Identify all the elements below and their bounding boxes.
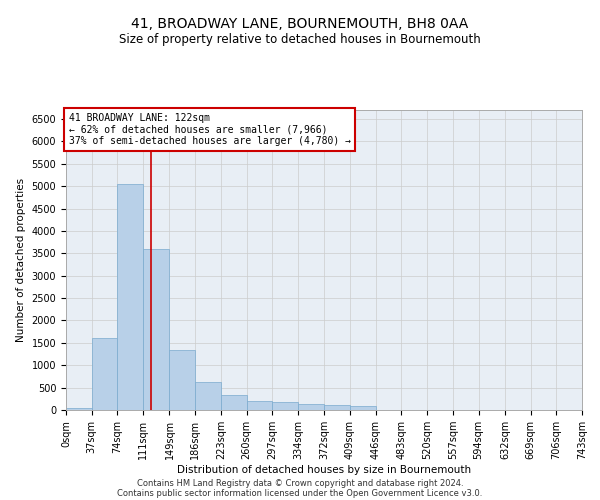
Bar [350,406,376,410]
Text: Size of property relative to detached houses in Bournemouth: Size of property relative to detached ho… [119,32,481,46]
Bar [325,405,350,410]
Bar [247,401,272,410]
Bar [298,404,325,410]
Bar [221,395,247,410]
Bar [195,382,221,410]
Text: 41 BROADWAY LANE: 122sqm
← 62% of detached houses are smaller (7,966)
37% of sem: 41 BROADWAY LANE: 122sqm ← 62% of detach… [68,113,350,146]
X-axis label: Distribution of detached houses by size in Bournemouth: Distribution of detached houses by size … [177,465,471,475]
Y-axis label: Number of detached properties: Number of detached properties [16,178,26,342]
Bar [118,184,143,410]
Bar [169,350,195,410]
Text: 41, BROADWAY LANE, BOURNEMOUTH, BH8 0AA: 41, BROADWAY LANE, BOURNEMOUTH, BH8 0AA [131,18,469,32]
Bar [66,408,92,410]
Bar [272,402,298,410]
Bar [143,249,169,410]
Bar [92,338,118,410]
Text: Contains public sector information licensed under the Open Government Licence v3: Contains public sector information licen… [118,488,482,498]
Text: Contains HM Land Registry data © Crown copyright and database right 2024.: Contains HM Land Registry data © Crown c… [137,478,463,488]
